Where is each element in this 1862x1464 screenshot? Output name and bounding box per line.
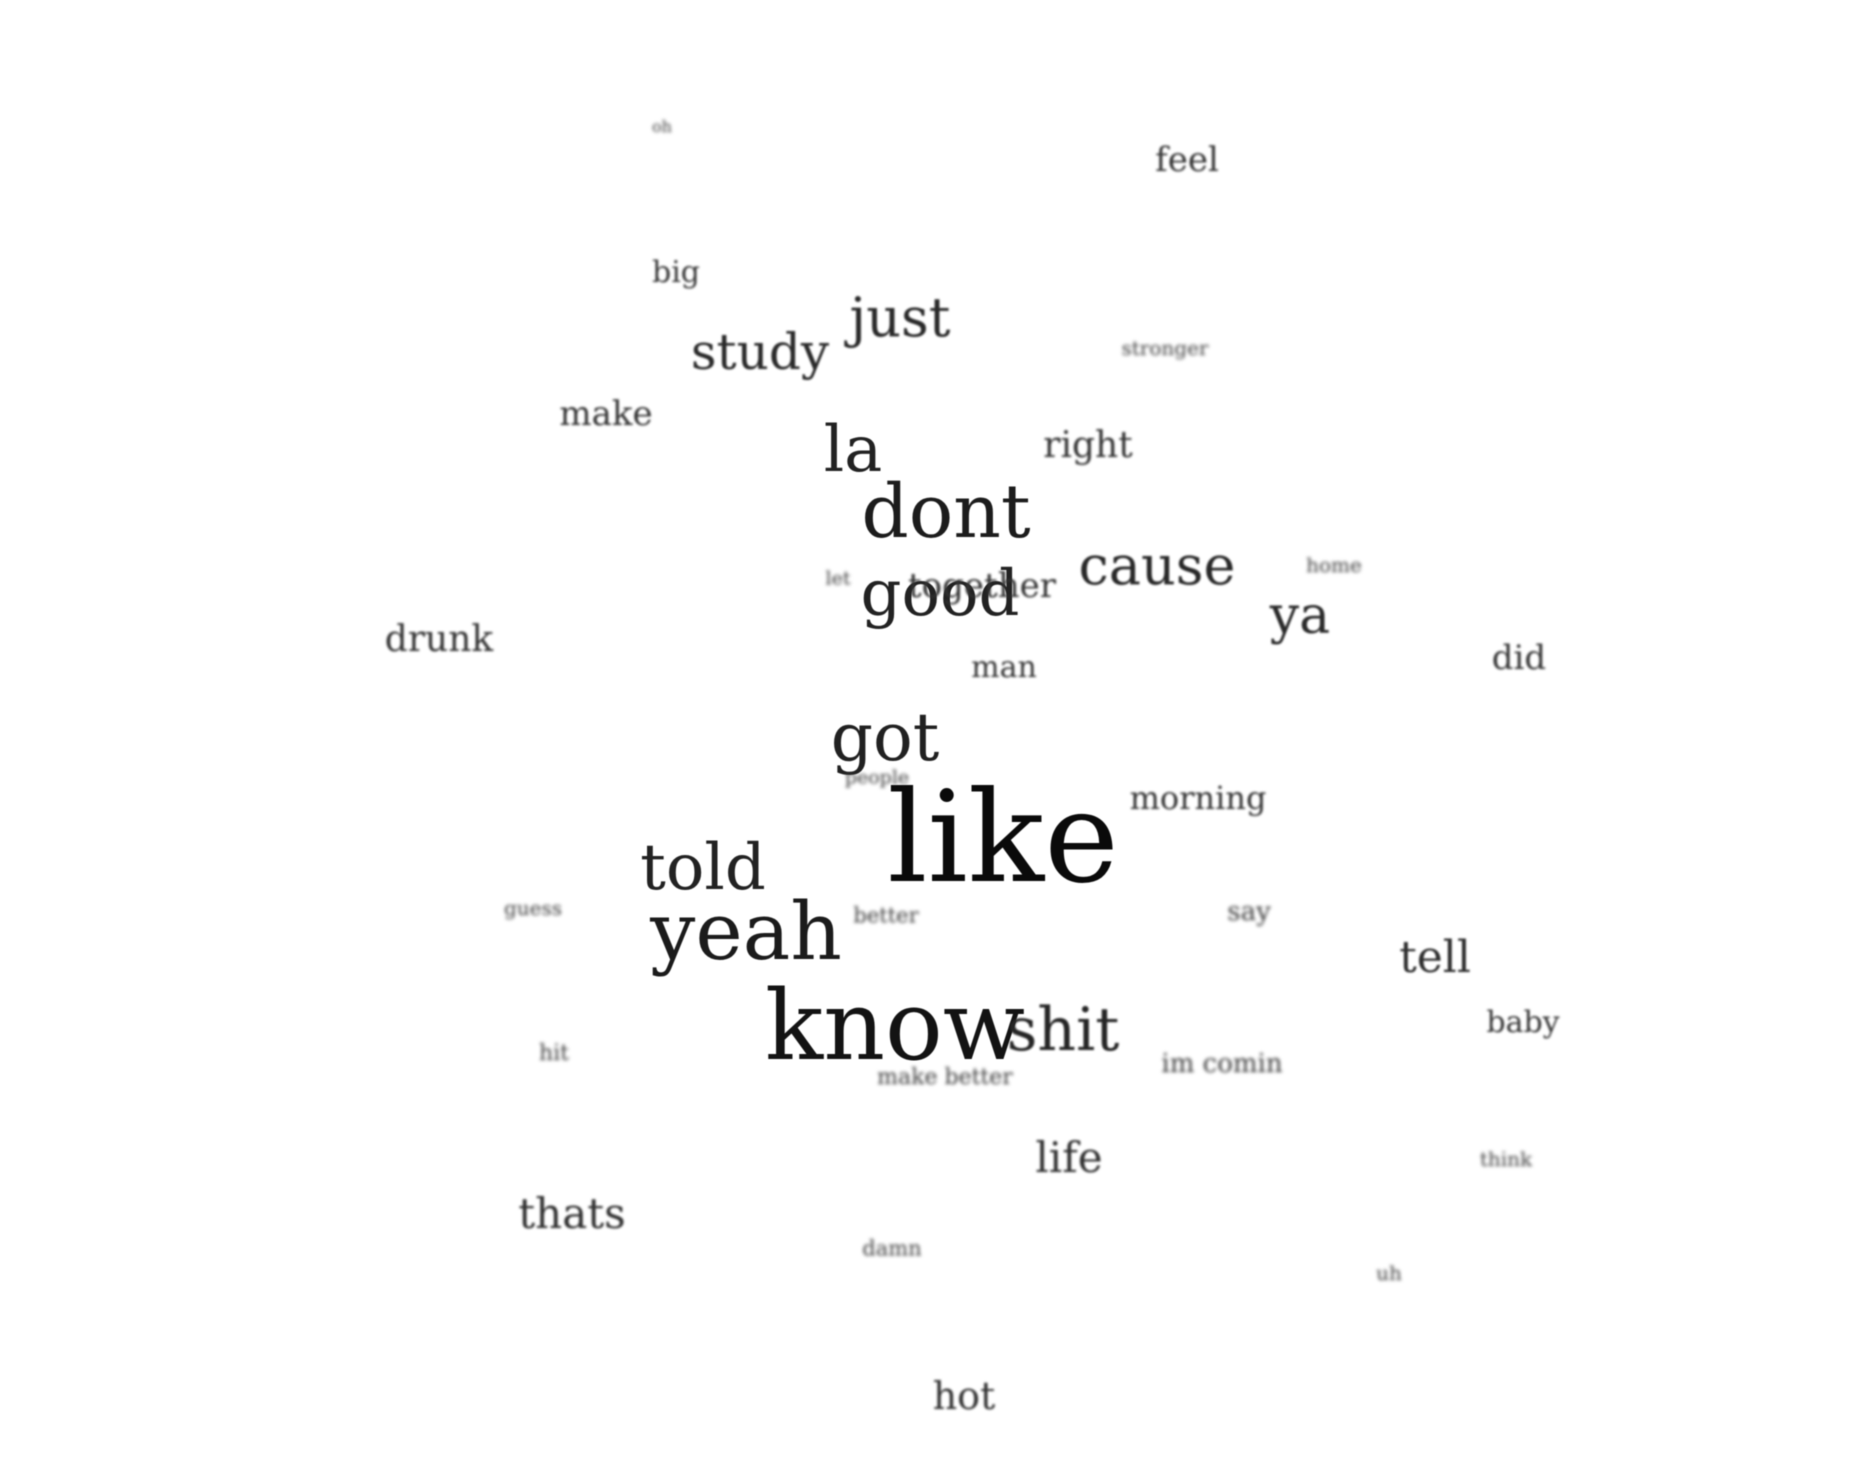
- cloud-word: home: [1306, 553, 1362, 577]
- cloud-word: just: [849, 286, 951, 349]
- cloud-word: ya: [1269, 586, 1331, 646]
- cloud-word: did: [1491, 638, 1547, 678]
- cloud-word: good: [860, 557, 1020, 631]
- cloud-word: im comin: [1161, 1049, 1283, 1079]
- cloud-word: got: [830, 699, 940, 776]
- cloud-word: guess: [503, 896, 563, 920]
- cloud-word: hit: [538, 1041, 570, 1066]
- cloud-word: shit: [1006, 995, 1120, 1065]
- cloud-word: feel: [1155, 140, 1219, 180]
- cloud-word: cause: [1078, 534, 1236, 597]
- cloud-word: yeah: [650, 885, 842, 978]
- cloud-word: life: [1035, 1133, 1103, 1182]
- cloud-word: dont: [861, 469, 1031, 555]
- cloud-word: la: [823, 413, 883, 487]
- cloud-word: together: [908, 566, 1056, 606]
- cloud-word: let: [825, 567, 851, 590]
- cloud-word: damn: [862, 1236, 922, 1261]
- cloud-word: oh: [652, 117, 672, 136]
- cloud-word: make: [559, 394, 653, 434]
- cloud-word: stronger: [1121, 336, 1209, 360]
- cloud-word: right: [1043, 425, 1133, 466]
- cloud-word: know: [765, 970, 1025, 1082]
- cloud-word: morning: [1129, 779, 1267, 817]
- cloud-word: thats: [518, 1189, 626, 1238]
- cloud-word: like: [887, 764, 1119, 911]
- cloud-word: drunk: [384, 619, 494, 660]
- cloud-word: baby: [1486, 1005, 1560, 1040]
- cloud-word: think: [1479, 1147, 1533, 1171]
- cloud-word: better: [853, 903, 919, 928]
- cloud-word: say: [1227, 897, 1271, 927]
- cloud-word: man: [971, 650, 1037, 685]
- cloud-word: told: [640, 831, 766, 905]
- cloud-word: study: [690, 323, 830, 381]
- cloud-word: uh: [1376, 1261, 1402, 1285]
- cloud-word: hot: [932, 1374, 996, 1418]
- cloud-word: make better: [877, 1065, 1013, 1090]
- cloud-word: tell: [1399, 932, 1471, 983]
- cloud-word: big: [651, 255, 701, 290]
- cloud-word: people: [844, 766, 910, 789]
